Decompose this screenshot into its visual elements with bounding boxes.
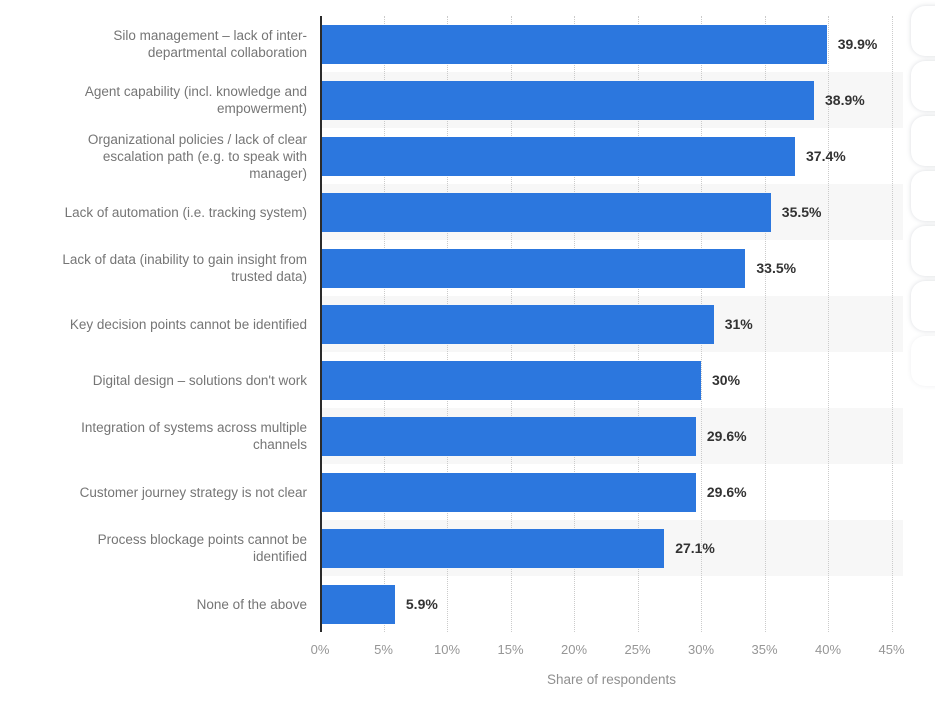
- bar[interactable]: [320, 585, 395, 624]
- row-plot-area: 5.9%: [320, 576, 903, 632]
- edge-card: [911, 61, 935, 111]
- row-plot-area: 29.6%: [320, 408, 903, 464]
- row-plot-area: 39.9%: [320, 16, 903, 72]
- category-label: None of the above: [196, 596, 307, 612]
- value-label: 39.9%: [837, 36, 878, 52]
- x-axis-ticks: 0% 5% 10% 15% 20% 25% 30% 35% 40% 45%: [311, 642, 905, 660]
- x-tick-label: 20%: [560, 642, 588, 657]
- chart-row: None of the above 5.9%: [0, 576, 903, 632]
- x-tick-label: 10%: [433, 642, 461, 657]
- x-tick-label: 25%: [624, 642, 651, 657]
- bar[interactable]: [320, 361, 701, 400]
- row-plot-area: 33.5%: [320, 240, 903, 296]
- value-label: 29.6%: [706, 484, 747, 500]
- category-label: Lack of data (inability to gain insight …: [62, 252, 307, 284]
- edge-card: [911, 171, 935, 221]
- row-plot-area: 30%: [320, 352, 903, 408]
- chart-row: Integration of systems across multiple c…: [0, 408, 903, 464]
- edge-card: [911, 281, 935, 331]
- value-label: 29.6%: [706, 428, 747, 444]
- value-label: 30%: [712, 372, 741, 388]
- x-tick-label: 45%: [878, 642, 905, 657]
- chart-row: Key decision points cannot be identified…: [0, 296, 903, 352]
- chart-row: Organizational policies / lack of clear …: [0, 128, 903, 184]
- row-plot-area: 27.1%: [320, 520, 903, 576]
- x-tick-label: 30%: [687, 642, 715, 657]
- row-plot-area: 35.5%: [320, 184, 903, 240]
- bar[interactable]: [320, 249, 746, 288]
- x-axis-title: Share of respondents: [546, 672, 677, 687]
- bar[interactable]: [320, 305, 714, 344]
- row-plot-area: 37.4%: [320, 128, 903, 184]
- y-axis-line: [320, 16, 322, 632]
- x-tick-label: 40%: [814, 642, 842, 657]
- category-label: Silo management – lack of inter-departme…: [113, 28, 307, 60]
- bar[interactable]: [320, 81, 814, 120]
- value-label: 27.1%: [675, 540, 715, 556]
- chart-row: Agent capability (incl. knowledge and em…: [0, 72, 903, 128]
- value-label: 31%: [724, 316, 753, 332]
- x-tick-label: 0%: [310, 642, 330, 657]
- chart-row: Digital design – solutions don't work 30…: [0, 352, 903, 408]
- page-edge-decoration: [905, 0, 935, 400]
- bar[interactable]: [320, 193, 771, 232]
- x-tick-label: 5%: [374, 642, 393, 657]
- category-label: Agent capability (incl. knowledge and em…: [84, 84, 307, 116]
- chart-row: Lack of data (inability to gain insight …: [0, 240, 903, 296]
- value-label: 37.4%: [806, 148, 846, 164]
- bar[interactable]: [320, 473, 696, 512]
- chart-rows: Silo management – lack of inter-departme…: [0, 16, 903, 632]
- value-label: 33.5%: [756, 260, 797, 276]
- bar[interactable]: [320, 529, 665, 568]
- value-label: 35.5%: [781, 204, 822, 220]
- category-label: Integration of systems across multiple c…: [81, 420, 307, 452]
- row-plot-area: 29.6%: [320, 464, 903, 520]
- category-label: Key decision points cannot be identified: [69, 316, 307, 332]
- edge-card: [911, 116, 935, 166]
- chart-row: Customer journey strategy is not clear 2…: [0, 464, 903, 520]
- chart-row: Lack of automation (i.e. tracking system…: [0, 184, 903, 240]
- bar[interactable]: [320, 137, 795, 176]
- value-label: 38.9%: [825, 92, 865, 108]
- row-plot-area: 38.9%: [320, 72, 903, 128]
- category-label: Digital design – solutions don't work: [92, 372, 307, 388]
- edge-card: [911, 336, 935, 386]
- bar[interactable]: [320, 25, 827, 64]
- edge-card: [911, 226, 935, 276]
- bar[interactable]: [320, 417, 696, 456]
- value-label: 5.9%: [405, 596, 438, 612]
- row-plot-area: 31%: [320, 296, 903, 352]
- category-label: Process blockage points cannot be identi…: [97, 532, 307, 564]
- x-tick-label: 15%: [497, 642, 524, 657]
- chart-row: Process blockage points cannot be identi…: [0, 520, 903, 576]
- category-label: Lack of automation (i.e. tracking system…: [64, 204, 307, 220]
- x-tick-label: 35%: [751, 642, 778, 657]
- category-label: Organizational policies / lack of clear …: [87, 131, 307, 181]
- edge-card: [911, 6, 935, 56]
- category-label: Customer journey strategy is not clear: [79, 484, 307, 500]
- chart-row: Silo management – lack of inter-departme…: [0, 16, 903, 72]
